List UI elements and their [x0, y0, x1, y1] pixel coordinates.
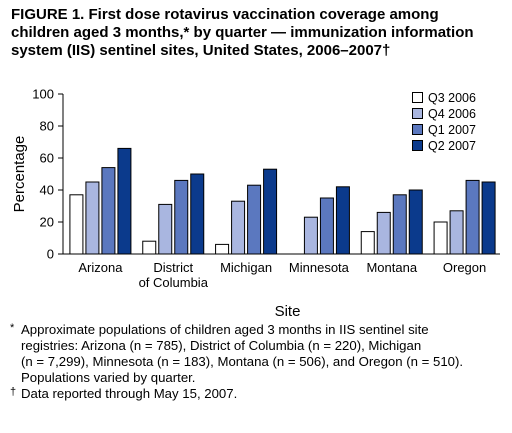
legend-label: Q1 2007	[428, 123, 476, 137]
x-tick-label: of Columbia	[139, 275, 209, 290]
footnote-symbol-dagger: †	[10, 386, 17, 398]
bar	[376, 211, 391, 255]
bar	[142, 240, 157, 255]
footnote-asterisk: * Approximate populations of children ag…	[10, 322, 504, 386]
footnote-symbol-asterisk: *	[10, 322, 15, 334]
x-tick-label: District	[153, 260, 193, 275]
y-tick-label: 40	[40, 183, 54, 198]
x-tick-label: Minnesota	[289, 260, 350, 275]
bar	[215, 243, 230, 255]
bar	[190, 173, 205, 255]
footnote-line: registries: Arizona (n = 785), District …	[21, 338, 422, 353]
bar	[335, 186, 350, 255]
legend-swatch	[412, 140, 423, 151]
bar	[158, 203, 173, 255]
footnote-line: Populations varied by quarter.	[21, 370, 196, 385]
y-axis-title: Percentage	[11, 136, 28, 213]
footnote-line: Data reported through May 15, 2007.	[21, 386, 238, 401]
y-tick-label: 100	[32, 87, 54, 102]
bar	[231, 200, 246, 255]
bar	[101, 167, 116, 255]
y-tick-label: 0	[47, 247, 54, 262]
bar-chart: 0 20 40 60 80 100 Percentage Arizona Districtof …	[11, 87, 500, 320]
bar	[117, 147, 132, 255]
footnote-line: Approximate populations of children aged…	[21, 322, 429, 337]
x-tick-label: Arizona	[78, 260, 123, 275]
legend-swatch	[412, 92, 423, 103]
legend-label: Q3 2006	[428, 91, 476, 105]
bar	[360, 231, 375, 255]
footnote-dagger: † Data reported through May 15, 2007.	[10, 386, 504, 402]
legend-swatch	[412, 108, 423, 119]
figure-title-line-3: system (IIS) sentinel sites, United Stat…	[11, 42, 391, 59]
bar	[433, 221, 448, 255]
x-axis-title: Site	[275, 303, 301, 320]
x-tick-label: Michigan	[220, 260, 272, 275]
bar	[85, 181, 100, 255]
legend-label: Q4 2006	[428, 107, 476, 121]
bar	[465, 179, 480, 255]
bar	[303, 216, 318, 255]
bar	[319, 197, 334, 255]
bar	[263, 168, 278, 255]
bar	[408, 189, 423, 255]
footnote-line: (n = 7,299), Minnesota (n = 183), Montan…	[21, 354, 464, 369]
bar	[69, 194, 84, 255]
figure-title: FIGURE 1. First dose rotavirus vaccinati…	[11, 6, 505, 60]
figure-title-line-1: FIGURE 1. First dose rotavirus vaccinati…	[11, 6, 439, 23]
bar	[481, 181, 496, 255]
x-tick-label: Oregon	[443, 260, 486, 275]
y-tick-label: 60	[40, 151, 54, 166]
figure-title-line-2: children aged 3 months,* by quarter — im…	[11, 24, 474, 41]
bar	[449, 210, 464, 255]
x-tick-label: Montana	[366, 260, 417, 275]
footnotes: * Approximate populations of children ag…	[10, 322, 504, 402]
y-tick-label: 80	[40, 119, 54, 134]
legend-swatch	[412, 124, 423, 135]
bar	[247, 184, 262, 255]
bar	[174, 179, 189, 255]
bar	[392, 194, 407, 255]
legend-label: Q2 2007	[428, 139, 476, 153]
y-tick-label: 20	[40, 215, 54, 230]
